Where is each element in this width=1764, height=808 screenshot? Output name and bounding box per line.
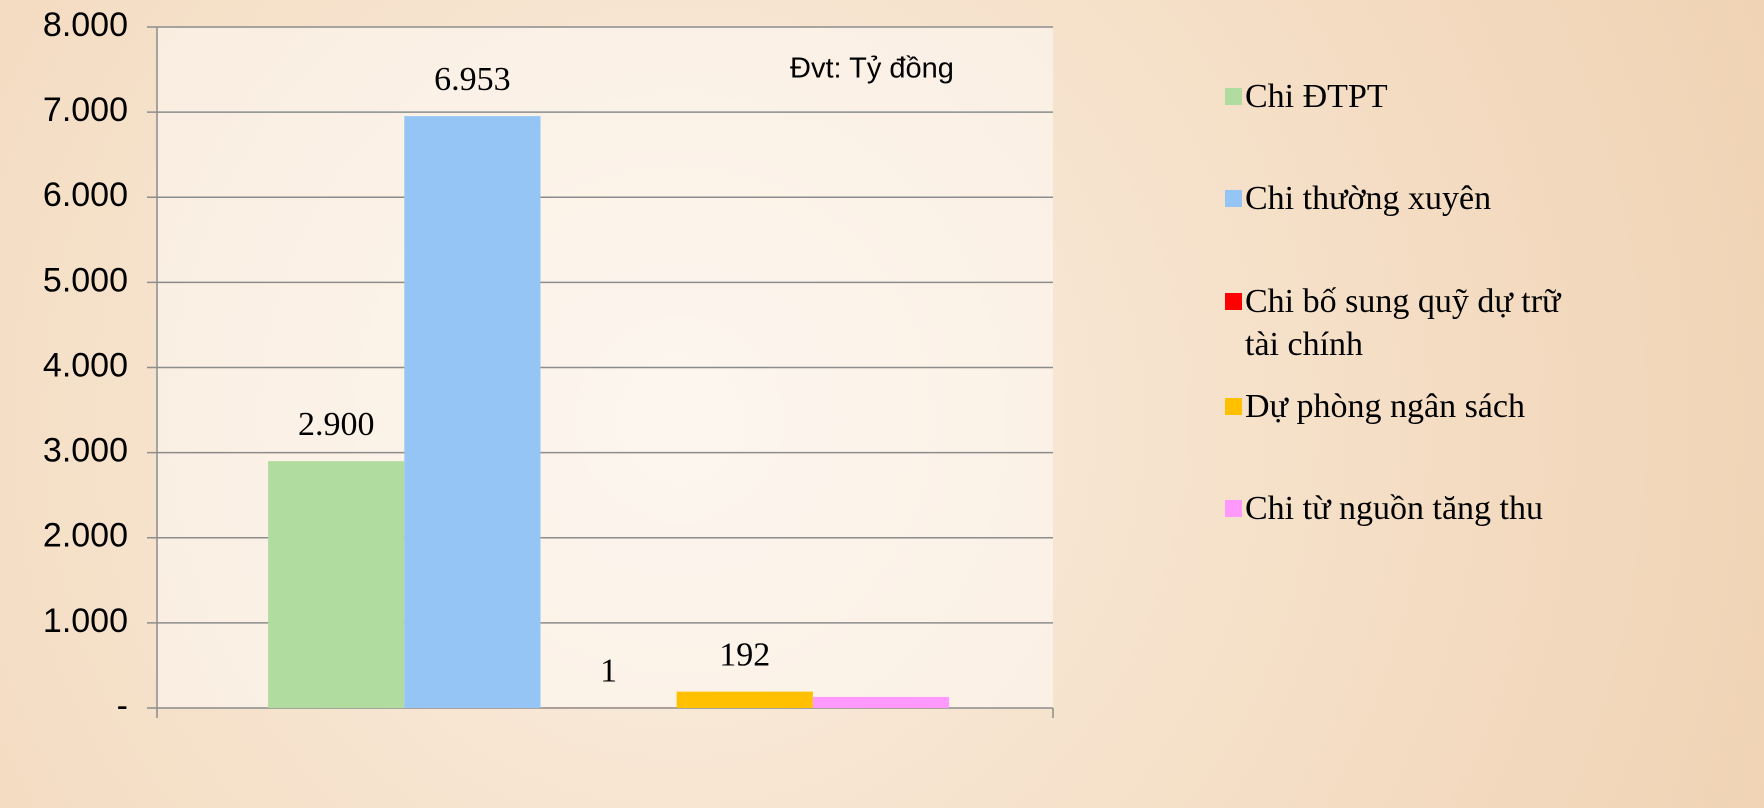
- legend-swatch: [1225, 398, 1242, 415]
- y-tick-label: 2.000: [43, 517, 128, 555]
- legend-swatch: [1225, 88, 1242, 105]
- legend-label: Chi ĐTPT: [1245, 78, 1388, 115]
- y-tick-label: 5.000: [43, 261, 128, 299]
- y-tick-label: 4.000: [43, 346, 128, 384]
- legend-swatch: [1225, 190, 1242, 207]
- legend-label: Dự phòng ngân sách: [1245, 388, 1525, 425]
- unit-annotation: Đvt: Tỷ đồng: [790, 53, 954, 85]
- data-label: 2.900: [298, 406, 375, 443]
- data-label: 1: [600, 653, 617, 690]
- legend-label: Chi từ nguồn tăng thu: [1245, 490, 1543, 527]
- bar: [676, 691, 813, 708]
- legend-label: Chi bố sung quỹ dự trữ tài chính: [1245, 283, 1561, 363]
- legend-item: Chi thường xuyên: [1225, 177, 1570, 220]
- data-label: 6.953: [434, 61, 511, 98]
- y-tick-label: 7.000: [43, 91, 128, 129]
- legend-item: Chi ĐTPT: [1225, 75, 1570, 118]
- bar: [404, 116, 541, 709]
- y-tick-label: 3.000: [43, 432, 128, 470]
- legend-label: Chi thường xuyên: [1245, 180, 1492, 217]
- legend-item: Chi từ nguồn tăng thu: [1225, 487, 1570, 530]
- y-tick-label: 8.000: [43, 6, 128, 44]
- y-tick-label: -: [117, 687, 128, 725]
- y-tick-label: 1.000: [43, 602, 128, 640]
- data-label: 192: [719, 636, 770, 673]
- legend-swatch: [1225, 293, 1242, 310]
- legend-swatch: [1225, 500, 1242, 517]
- bar: [268, 461, 405, 708]
- y-tick-label: 6.000: [43, 176, 128, 214]
- bar: [812, 696, 950, 708]
- legend-item: Dự phòng ngân sách: [1225, 385, 1570, 428]
- legend-item: Chi bố sung quỹ dự trữ tài chính: [1225, 280, 1570, 366]
